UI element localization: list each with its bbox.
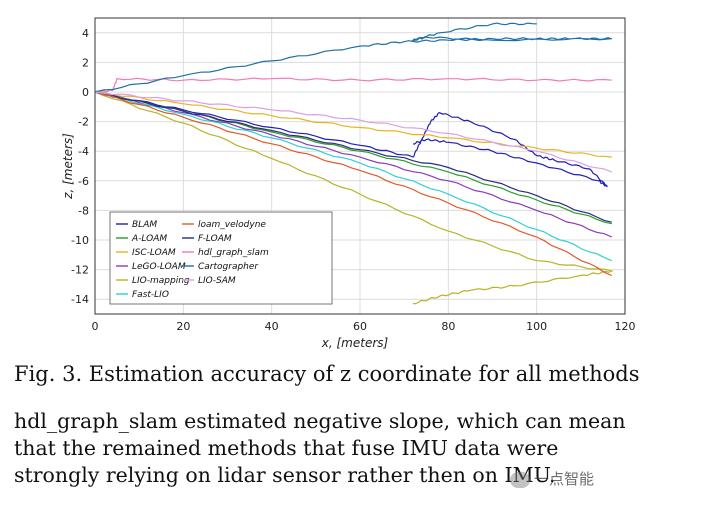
watermark-text: 一点智能 xyxy=(534,470,595,488)
x-tick-label: 60 xyxy=(353,320,367,333)
legend-label: hdl_graph_slam xyxy=(198,248,269,258)
series-line-lio-sam xyxy=(94,91,613,173)
legend-label: Fast-LIO xyxy=(132,290,169,300)
legend-label: LeGO-LOAM xyxy=(132,262,186,272)
series-line-hdl-graph-slam xyxy=(94,77,612,94)
x-tick-label: 0 xyxy=(92,320,99,333)
legend-label: A-LOAM xyxy=(131,234,167,244)
legend-box xyxy=(109,211,333,305)
series-line-lio-mapping xyxy=(94,91,614,305)
x-tick-label: 100 xyxy=(526,320,547,333)
legend-label: BLAM xyxy=(132,220,157,230)
y-tick-label: 4 xyxy=(82,27,89,40)
y-tick-label: -12 xyxy=(71,264,89,277)
watermark: 一点智能 xyxy=(510,468,594,489)
y-tick-label: 2 xyxy=(82,56,89,69)
y-tick-label: -8 xyxy=(78,204,89,217)
legend-label: ISC-LOAM xyxy=(132,248,176,258)
series-line-blam xyxy=(94,91,608,188)
series-group xyxy=(94,22,614,305)
legend-label: LIO-SAM xyxy=(198,276,236,286)
legend-label: LIO-mapping xyxy=(132,276,190,286)
x-tick-label: 120 xyxy=(615,320,636,333)
x-tick-label: 20 xyxy=(176,320,190,333)
series-line-loam-velodyne xyxy=(94,91,613,277)
legend-label: loam_velodyne xyxy=(198,220,266,230)
y-tick-label: -2 xyxy=(78,116,89,129)
series-line-lego-loam xyxy=(94,91,613,238)
x-tick-label: 40 xyxy=(265,320,279,333)
series-line-cartographer xyxy=(94,22,612,93)
body-line: strongly relying on lidar sensor rather … xyxy=(14,463,556,487)
series-line-f-loam xyxy=(94,91,612,223)
legend-label: Cartographer xyxy=(198,262,259,272)
y-tick-label: 0 xyxy=(82,86,89,99)
body-line: hdl_graph_slam estimated negative slope,… xyxy=(14,409,626,433)
x-axis-label: x, [meters] xyxy=(321,336,389,350)
y-axis-label: z, [meters] xyxy=(61,133,75,200)
wechat-icon xyxy=(510,471,530,488)
x-tick-label: 80 xyxy=(441,320,455,333)
y-tick-label: -4 xyxy=(78,145,89,158)
plot-frame xyxy=(94,17,626,315)
body-line: that the remained methods that fuse IMU … xyxy=(14,436,559,460)
y-tick-label: -10 xyxy=(71,234,89,247)
y-tick-label: -6 xyxy=(78,175,89,188)
series-line-fast-lio xyxy=(94,91,613,262)
y-tick-label: -14 xyxy=(71,293,89,306)
body-paragraph: hdl_graph_slam estimated negative slope,… xyxy=(14,408,682,489)
legend: BLAM A-LOAM ISC-LOAM LeGO-LOAM LIO-mapping Fa… xyxy=(109,211,333,305)
figure-caption: Fig. 3. Estimation accuracy of z coordin… xyxy=(14,362,640,386)
series-line-isc-loam xyxy=(94,91,612,158)
legend-label: F-LOAM xyxy=(198,234,232,244)
